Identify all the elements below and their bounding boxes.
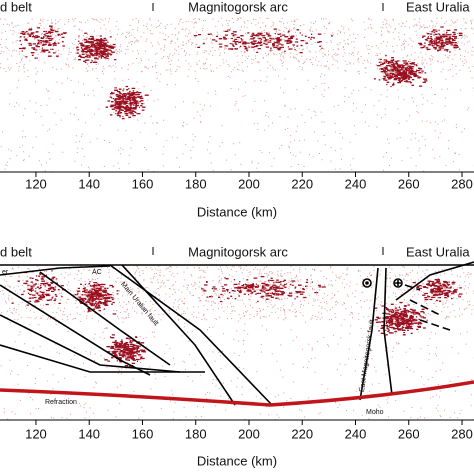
symbol: [393, 278, 403, 288]
annotation: Moho: [366, 409, 384, 416]
fault-line: [395, 261, 474, 301]
x-axis-label: Distance (km): [197, 204, 277, 219]
annotation: er: [2, 269, 9, 276]
region-label: East Uralia: [406, 244, 470, 259]
panel-top: d belt Magnitogorsk arc East Uralia Dist…: [0, 0, 474, 219]
fault-line: [0, 284, 151, 376]
x-tick-label: 200: [238, 176, 260, 191]
interpretation: [0, 261, 474, 407]
fault-line: [121, 264, 236, 406]
x-tick-label: 280: [451, 426, 473, 441]
x-tick-label: 280: [451, 176, 473, 191]
reflectivity: [18, 25, 463, 120]
fault-line: [404, 284, 451, 331]
annotation: AC: [92, 269, 102, 276]
x-tick-label: 120: [25, 176, 47, 191]
x-tick-label: 120: [25, 426, 47, 441]
region-label: East Uralia: [406, 0, 470, 14]
x-tick-label: 160: [132, 176, 154, 191]
fault-line: [0, 344, 205, 373]
x-tick-label: 260: [398, 426, 420, 441]
reflectivity: [0, 17, 474, 173]
x-tick-label: 260: [398, 176, 420, 191]
moho-line: [0, 380, 474, 407]
x-tick-label: 160: [132, 426, 154, 441]
fault-line: [0, 314, 181, 373]
symbol: [365, 281, 369, 285]
x-tick-label: 220: [291, 176, 313, 191]
fault-line: [39, 271, 171, 366]
annotation: Main Uralian fault: [119, 281, 159, 327]
x-axis-label: Distance (km): [197, 453, 277, 468]
x-tick-label: 240: [345, 176, 367, 191]
fault-line: [109, 264, 273, 406]
reflectivity: [0, 265, 474, 421]
region-label: Magnitogorsk arc: [188, 0, 288, 14]
fault-line: [0, 265, 111, 276]
symbol: [395, 280, 401, 286]
annotation: Refraction: [45, 399, 77, 406]
panel-bottom: d belt Magnitogorsk arc East Uralia Dist…: [0, 244, 474, 468]
x-tick-label: 140: [78, 426, 100, 441]
x-tick-label: 220: [291, 426, 313, 441]
x-tick-label: 180: [185, 426, 207, 441]
symbol: [362, 278, 372, 288]
x-tick-label: 200: [238, 426, 260, 441]
x-tick-label: 180: [185, 176, 207, 191]
region-label: d belt: [0, 244, 32, 259]
x-tick-label: 140: [78, 176, 100, 191]
fault-line: [383, 267, 393, 396]
fault-line: [359, 267, 379, 401]
annotation: East Magnitogorsk fault: [359, 319, 376, 392]
region-label: Magnitogorsk arc: [188, 244, 288, 259]
x-tick-label: 240: [345, 426, 367, 441]
region-label: d belt: [0, 0, 32, 14]
